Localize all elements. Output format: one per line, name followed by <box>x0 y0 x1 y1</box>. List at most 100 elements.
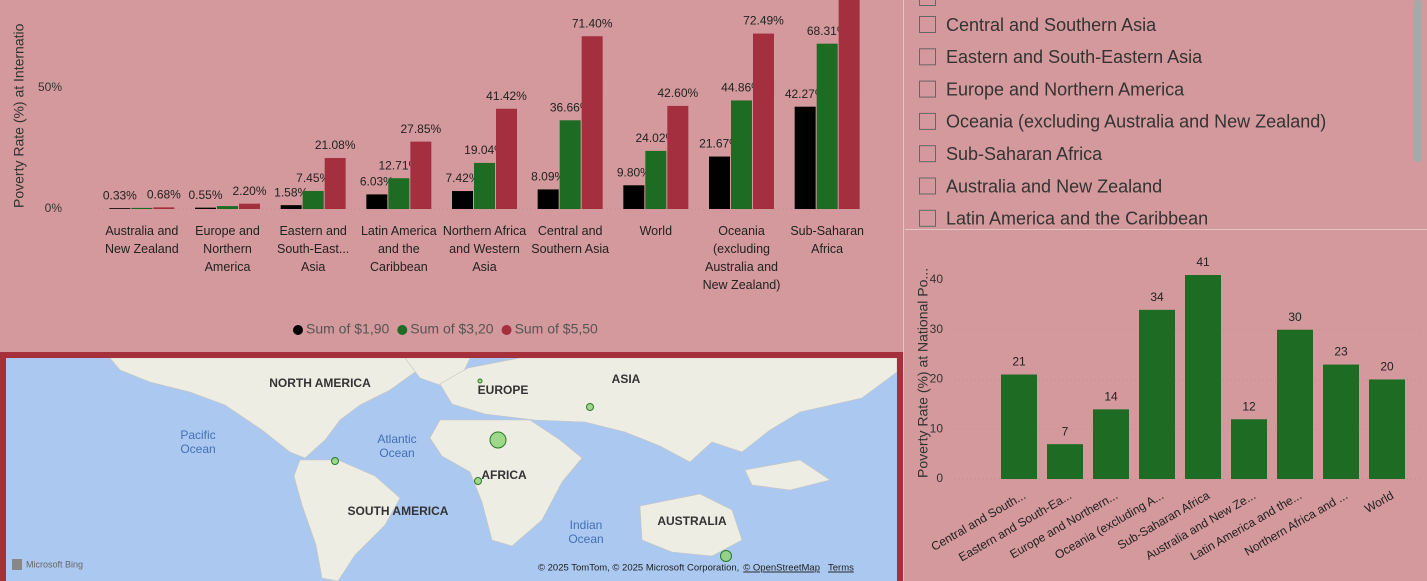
map-label: NORTH AMERICA <box>269 376 371 390</box>
legend-label: Sum of $5,50 <box>515 321 598 337</box>
y-axis-title: Poverty Rate (%) at National Po... <box>915 268 931 478</box>
land <box>744 459 831 491</box>
bar <box>324 157 346 209</box>
data-label: 21.08% <box>315 138 356 152</box>
map-bubble[interactable] <box>489 431 507 449</box>
ocean-label: Pacific Ocean <box>180 428 215 456</box>
map-terms-link[interactable]: Terms <box>828 563 854 574</box>
data-label: 12.71% <box>378 158 419 172</box>
y-tick-label: 10 <box>930 421 944 435</box>
slicer-item[interactable]: Latin America and the Caribbean <box>946 209 1208 229</box>
slicer-checkbox[interactable] <box>919 80 936 98</box>
bar <box>496 108 517 209</box>
slicer-item[interactable]: Sub-Saharan Africa <box>946 144 1103 164</box>
bar <box>731 100 752 209</box>
data-label: 21.67% <box>699 137 740 151</box>
land <box>429 419 583 547</box>
bar <box>1231 419 1267 479</box>
data-label: 21 <box>1012 355 1026 369</box>
map-label: AFRICA <box>481 468 527 482</box>
data-label: 34 <box>1150 290 1164 304</box>
data-label: 42.60% <box>657 86 698 100</box>
x-tick-label: Australia and New Zealand <box>105 224 179 256</box>
slicer-checkbox[interactable] <box>919 145 936 163</box>
bar <box>474 162 495 209</box>
y-tick-label: 20 <box>930 372 944 386</box>
x-tick-label: Eastern and South-East... Asia <box>277 224 350 274</box>
slicer-checkbox[interactable] <box>919 209 936 227</box>
map-bubble[interactable] <box>586 403 594 411</box>
land <box>439 358 897 463</box>
slicer-item[interactable]: Oceania (excluding Australia and New Zea… <box>946 112 1326 132</box>
map-bubble[interactable] <box>331 457 339 465</box>
data-label: 7.45% <box>296 171 330 185</box>
map-attribution: © 2025 TomTom, © 2025 Microsoft Corporat… <box>538 563 739 574</box>
slicer-item[interactable]: Eastern and South-Eastern Asia <box>946 47 1203 67</box>
data-label: 36.66% <box>550 100 591 114</box>
bar <box>109 208 131 209</box>
legend-label: Sum of $1,90 <box>306 321 389 337</box>
bar <box>581 36 603 209</box>
data-label: 23 <box>1334 345 1348 359</box>
bar <box>623 185 645 209</box>
map-bubble[interactable] <box>474 477 482 485</box>
map-logo-icon <box>12 559 22 570</box>
bar <box>153 207 175 209</box>
bar <box>1001 374 1037 479</box>
data-label: 0.55% <box>188 188 222 202</box>
map-label: SOUTH AMERICA <box>348 504 449 518</box>
data-label: 2.20% <box>232 184 266 198</box>
y-tick-label: 40 <box>930 272 944 286</box>
bar <box>794 106 816 209</box>
slicer-checkbox[interactable] <box>919 177 936 195</box>
data-label: 12 <box>1242 399 1256 413</box>
data-label: 20 <box>1380 360 1394 374</box>
slicer-item[interactable]: Australia and New Zealand <box>946 176 1162 196</box>
data-label: 71.40% <box>572 16 613 30</box>
data-label: 72.49% <box>743 14 784 28</box>
x-tick-label: Northern Africa and Western Asia <box>442 224 527 274</box>
map-bubble[interactable] <box>477 378 483 384</box>
scrollbar-thumb[interactable] <box>1414 0 1422 162</box>
map-logo: Microsoft Bing <box>26 559 83 569</box>
bar <box>1047 444 1083 479</box>
data-label: 19.04% <box>464 143 505 157</box>
map-attribution-link[interactable]: © OpenStreetMap <box>743 563 820 574</box>
data-label: 30 <box>1288 310 1302 324</box>
data-label: 41.42% <box>486 89 527 103</box>
x-tick-label: Central and Southern Asia <box>531 224 610 256</box>
land <box>639 493 743 557</box>
x-tick-label: World <box>1362 488 1396 516</box>
slicer-checkbox[interactable] <box>919 0 936 6</box>
x-tick-label: Sub-Saharan Africa <box>790 224 864 256</box>
bar <box>1139 309 1175 479</box>
data-label: 24.02% <box>635 131 676 145</box>
slicer-item[interactable]: Central and Southern Asia <box>946 15 1157 35</box>
data-label: 0.33% <box>103 188 137 202</box>
bar <box>816 43 838 209</box>
data-label: 27.85% <box>400 122 441 136</box>
bar <box>239 203 260 209</box>
map-bubble[interactable] <box>720 550 732 562</box>
slicer-item[interactable]: Europe and Northern America <box>946 79 1185 99</box>
x-tick-label: Europe and Northern America <box>195 224 260 274</box>
bar <box>302 190 324 209</box>
bar <box>1369 379 1405 479</box>
ocean-label: Atlantic Ocean <box>377 432 416 460</box>
ocean-label: Indian Ocean <box>568 518 603 546</box>
slicer-checkbox[interactable] <box>919 48 936 66</box>
map-label: EUROPE <box>478 383 529 397</box>
legend-marker <box>397 325 408 335</box>
data-label: 14 <box>1104 390 1118 404</box>
land <box>109 358 421 459</box>
legend-label: Sum of $3,20 <box>410 321 493 337</box>
bar <box>280 205 302 209</box>
slicer-checkbox[interactable] <box>919 112 936 130</box>
bar <box>709 156 730 209</box>
data-label: 1.58% <box>274 185 308 199</box>
land <box>293 459 401 581</box>
slicer-checkbox[interactable] <box>919 16 936 33</box>
bar <box>1185 275 1221 479</box>
bar <box>410 141 432 209</box>
